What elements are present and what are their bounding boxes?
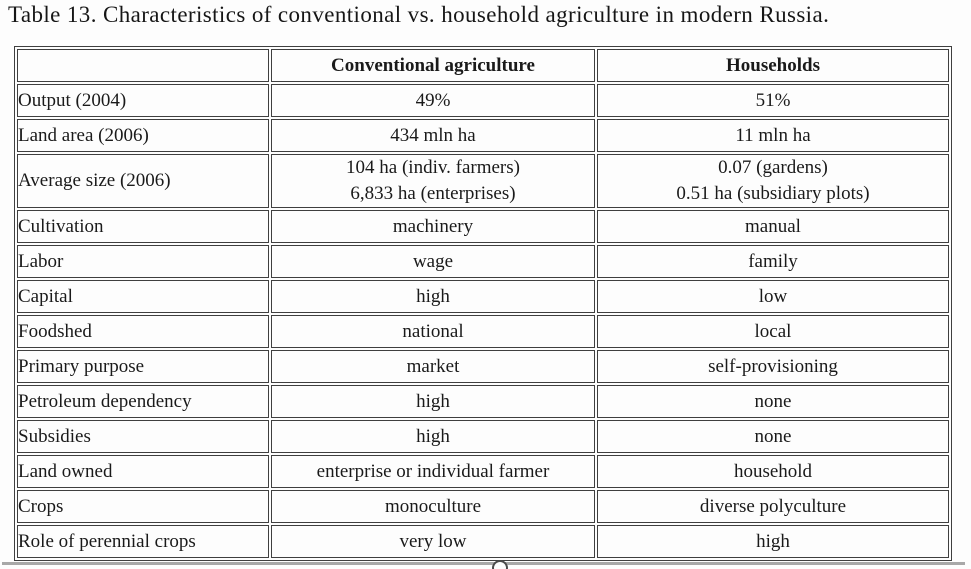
table-row: Foodshed national local [17,315,949,348]
characteristics-table: Conventional agriculture Households Outp… [14,46,952,561]
table-row: Land area (2006) 434 mln ha 11 mln ha [17,119,949,152]
cell-conventional: market [271,350,595,383]
column-header-blank [17,49,269,82]
header-row: Conventional agriculture Households [17,49,949,82]
cell-conventional: very low [271,525,595,558]
cell-households: high [597,525,949,558]
page-bottom-rule [2,562,965,565]
cell-households: local [597,315,949,348]
cell-conventional: 49% [271,84,595,117]
table-row: Petroleum dependency high none [17,385,949,418]
cell-households: household [597,455,949,488]
cell-conventional: national [271,315,595,348]
cell-households: none [597,385,949,418]
cell-households: 11 mln ha [597,119,949,152]
cell-label: Primary purpose [17,350,269,383]
cell-households: 51% [597,84,949,117]
cell-conventional: enterprise or individual farmer [271,455,595,488]
cell-label: Average size (2006) [17,154,269,208]
cell-label: Subsidies [17,420,269,453]
cell-conventional: wage [271,245,595,278]
cell-label: Cultivation [17,210,269,243]
cell-conventional: high [271,420,595,453]
cell-conventional: 434 mln ha [271,119,595,152]
cell-households: family [597,245,949,278]
table-row: Crops monoculture diverse polyculture [17,490,949,523]
cell-households: diverse polyculture [597,490,949,523]
table-row: Cultivation machinery manual [17,210,949,243]
cell-label: Crops [17,490,269,523]
table-row: Role of perennial crops very low high [17,525,949,558]
column-header-households: Households [597,49,949,82]
cell-conventional: high [271,280,595,313]
cell-households: manual [597,210,949,243]
cell-conventional: high [271,385,595,418]
cell-label: Labor [17,245,269,278]
cropped-glyph [492,560,508,569]
cell-households: low [597,280,949,313]
cell-label: Petroleum dependency [17,385,269,418]
cell-conventional: 104 ha (indiv. farmers) 6,833 ha (enterp… [271,154,595,208]
cell-households: 0.07 (gardens) 0.51 ha (subsidiary plots… [597,154,949,208]
table-caption: Table 13. Characteristics of conventiona… [8,2,830,27]
cell-label: Role of perennial crops [17,525,269,558]
table-row: Output (2004) 49% 51% [17,84,949,117]
cell-households: self-provisioning [597,350,949,383]
cell-label: Land area (2006) [17,119,269,152]
cell-label: Capital [17,280,269,313]
table-row: Average size (2006) 104 ha (indiv. farmer… [17,154,949,208]
cell-conventional: machinery [271,210,595,243]
cell-households: none [597,420,949,453]
cell-label: Output (2004) [17,84,269,117]
column-header-conventional: Conventional agriculture [271,49,595,82]
table-row: Labor wage family [17,245,949,278]
table-row: Primary purpose market self-provisioning [17,350,949,383]
cell-label: Foodshed [17,315,269,348]
cell-conventional: monoculture [271,490,595,523]
table-row: Capital high low [17,280,949,313]
table-row: Land owned enterprise or individual farme… [17,455,949,488]
table-row: Subsidies high none [17,420,949,453]
cell-label: Land owned [17,455,269,488]
